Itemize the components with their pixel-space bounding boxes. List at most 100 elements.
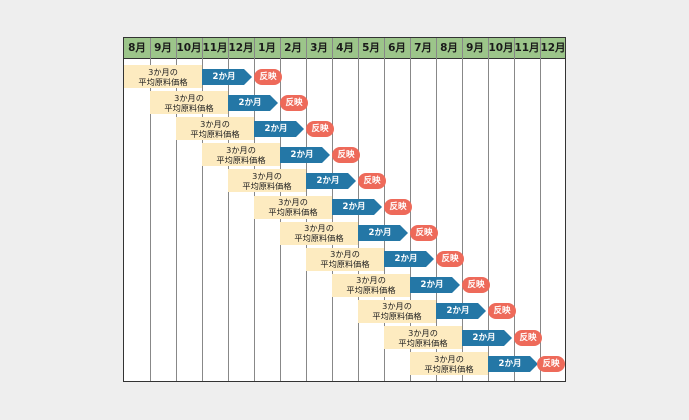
average-price-line1: 3か月の	[252, 170, 282, 181]
average-price-line2: 平均原料価格	[372, 311, 422, 322]
reflect-badge: 反映	[462, 277, 490, 294]
month-label: 12月	[540, 42, 566, 54]
lag-arrow: 2か月	[488, 355, 538, 372]
average-price-line2: 平均原料価格	[138, 76, 188, 87]
lag-arrow-label: 2か月	[212, 71, 236, 82]
arrow-shape	[202, 68, 252, 85]
month-label: 5月	[362, 42, 380, 54]
average-price-line2: 平均原料価格	[216, 154, 266, 165]
reflect-badge: 反映	[280, 94, 308, 111]
month-label: 11月	[202, 42, 228, 54]
arrow-shape	[436, 303, 486, 320]
average-price-box: 3か月の 平均原料価格	[150, 91, 228, 115]
average-price-line2: 平均原料価格	[164, 102, 214, 113]
lag-arrow: 2か月	[280, 146, 330, 163]
lag-arrow: 2か月	[332, 199, 382, 215]
average-price-box: 3か月の 平均原料価格	[332, 273, 410, 297]
arrow-shape	[358, 225, 408, 242]
arrow-shape	[488, 355, 538, 372]
average-price-box: 3か月の 平均原料価格	[228, 169, 306, 193]
average-price-line1: 3か月の	[330, 249, 360, 260]
arrow-shape	[462, 329, 512, 346]
month-label: 8月	[128, 42, 146, 54]
column-divider	[176, 38, 177, 381]
column-divider	[462, 38, 463, 381]
average-price-line2: 平均原料価格	[190, 128, 240, 139]
lag-arrow-label: 2か月	[368, 228, 392, 239]
reflect-badge: 反映	[254, 68, 282, 85]
reflect-badge: 反映	[332, 146, 360, 163]
reflect-badge: 反映	[410, 225, 438, 242]
month-header: 8月 9月 10月 11月 12月 1月 2月 3月 4月 5月 6月 7月 8月 9月 10月 11月 12月	[124, 38, 566, 59]
arrow-shape	[254, 120, 304, 137]
average-price-line2: 平均原料価格	[268, 207, 318, 217]
reflect-badge: 反映	[384, 199, 412, 215]
column-divider	[150, 38, 151, 381]
average-price-line2: 平均原料価格	[242, 180, 292, 191]
average-price-box: 3か月の 平均原料価格	[254, 195, 332, 219]
lag-arrow: 2か月	[358, 225, 408, 242]
lag-arrow-label: 2か月	[238, 97, 262, 108]
pricing-timeline-chart: 8月 9月 10月 11月 12月 1月 2月 3月 4月 5月 6月 7月 8月 9月 10月 11月 12月…	[123, 37, 566, 382]
lag-arrow-label: 2か月	[472, 332, 496, 343]
month-label: 7月	[414, 42, 432, 54]
lag-arrow: 2か月	[228, 94, 278, 111]
average-price-box: 3か月の 平均原料価格	[384, 326, 462, 349]
month-label: 12月	[228, 42, 254, 54]
lag-arrow-label: 2か月	[446, 306, 470, 317]
reflect-badge: 反映	[514, 329, 542, 346]
arrow-shape	[332, 199, 382, 215]
column-divider	[228, 38, 229, 381]
column-divider	[540, 38, 541, 381]
average-price-line2: 平均原料価格	[346, 285, 396, 296]
column-divider	[514, 38, 515, 381]
average-price-box: 3か月の 平均原料価格	[410, 352, 488, 376]
reflect-badge: 反映	[436, 251, 464, 268]
month-label: 10月	[488, 42, 514, 54]
average-price-box: 3か月の 平均原料価格	[176, 117, 254, 141]
column-divider	[202, 38, 203, 381]
lag-arrow-label: 2か月	[420, 280, 444, 291]
arrow-shape	[280, 146, 330, 163]
month-label: 11月	[514, 42, 540, 54]
lag-arrow: 2か月	[436, 303, 486, 320]
average-price-box: 3か月の 平均原料価格	[306, 247, 384, 271]
reflect-badge: 反映	[306, 120, 334, 137]
lag-arrow: 2か月	[306, 172, 356, 189]
month-label: 4月	[336, 42, 354, 54]
month-label: 6月	[388, 42, 406, 54]
lag-arrow-label: 2か月	[316, 175, 340, 186]
reflect-badge: 反映	[537, 355, 565, 372]
average-price-line1: 3か月の	[434, 353, 464, 364]
average-price-line2: 平均原料価格	[398, 337, 448, 348]
average-price-line1: 3か月の	[226, 144, 256, 155]
average-price-box: 3か月の 平均原料価格	[358, 299, 436, 323]
lag-arrow-label: 2か月	[498, 358, 522, 369]
average-price-line2: 平均原料価格	[424, 363, 474, 374]
month-label: 9月	[154, 42, 172, 54]
month-label: 8月	[440, 42, 458, 54]
average-price-line1: 3か月の	[174, 92, 204, 103]
average-price-line1: 3か月の	[148, 66, 178, 77]
reflect-badge: 反映	[488, 303, 516, 320]
column-divider	[436, 38, 437, 381]
month-label: 9月	[466, 42, 484, 54]
average-price-line1: 3か月の	[356, 275, 386, 286]
arrow-shape	[306, 172, 356, 189]
lag-arrow-label: 2か月	[342, 202, 366, 212]
month-label: 1月	[258, 42, 276, 54]
average-price-line1: 3か月の	[278, 197, 308, 207]
lag-arrow-label: 2か月	[394, 254, 418, 265]
arrow-shape	[228, 94, 278, 111]
month-label: 2月	[284, 42, 302, 54]
month-label: 10月	[176, 42, 202, 54]
column-divider	[488, 38, 489, 381]
average-price-line2: 平均原料価格	[294, 233, 344, 244]
average-price-line2: 平均原料価格	[320, 259, 370, 270]
month-label: 3月	[310, 42, 328, 54]
average-price-box: 3か月の 平均原料価格	[124, 65, 202, 88]
average-price-line1: 3か月の	[408, 327, 438, 338]
average-price-box: 3か月の 平均原料価格	[202, 143, 280, 167]
arrow-shape	[384, 251, 434, 268]
average-price-line1: 3か月の	[304, 223, 334, 234]
